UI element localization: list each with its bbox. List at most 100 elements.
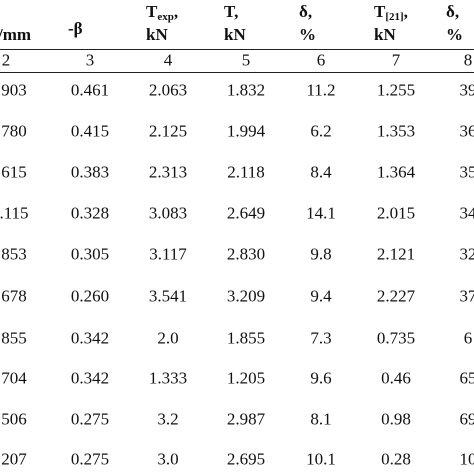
table-cell: 0.383: [70, 162, 110, 182]
table-cell: 1.364: [376, 162, 416, 182]
column-number: 7: [391, 50, 401, 70]
table-cell: 34: [459, 203, 474, 223]
header-top: -β: [68, 20, 83, 38]
table-cell: 32: [459, 244, 474, 264]
table-cell: 3.083: [148, 203, 188, 223]
header-unit: kN: [374, 25, 396, 44]
column-number: 5: [241, 50, 251, 70]
table-cell: 1.353: [376, 121, 416, 141]
table-cell: 10.1: [306, 449, 336, 469]
header-symbol: δ,: [446, 2, 460, 21]
table-cell: 3.209: [226, 286, 266, 306]
table-cell: 14.1: [306, 203, 336, 223]
table-cell: 6.2: [310, 121, 332, 141]
table-cell: 903: [1, 80, 27, 100]
header-unit: kN: [146, 25, 168, 44]
table-cell: 11.2: [306, 80, 336, 100]
table-cell: 0.342: [70, 328, 110, 348]
table-cell: 2.015: [376, 203, 416, 223]
table-cell: 2.121: [376, 244, 416, 264]
table-cell: 7.3: [310, 328, 332, 348]
column-number: 4: [163, 50, 173, 70]
table-cell: 0.275: [70, 409, 110, 429]
table-cell: 2.0: [157, 328, 179, 348]
table-cell: 69: [459, 409, 474, 429]
table-cell: 855: [1, 328, 27, 348]
table-cell: 8.4: [310, 162, 332, 182]
table-cell: 0.275: [70, 449, 110, 469]
table-cell: 0.28: [381, 449, 411, 469]
table-cell: 2.649: [226, 203, 266, 223]
table-cell: 780: [1, 121, 27, 141]
header-subscript: [21]: [385, 11, 404, 23]
header-unit: %: [446, 25, 463, 44]
table-cell: 9.6: [310, 368, 332, 388]
header-symbol: T,: [224, 2, 239, 21]
header-unit: kN: [224, 25, 246, 44]
table-cell: 853: [1, 244, 27, 264]
header-symbol: T: [146, 2, 158, 21]
table-cell: 6: [463, 328, 473, 348]
header-subscript: exp: [157, 11, 174, 23]
header-comma: ,: [403, 2, 408, 21]
table-cell: 3.0: [157, 449, 179, 469]
table-cell: 2.987: [226, 409, 266, 429]
table-cell: 65: [459, 368, 474, 388]
column-number: 6: [316, 50, 326, 70]
table-cell: 1.994: [226, 121, 266, 141]
table-cell: 1.855: [226, 328, 266, 348]
table-cell: 2.227: [376, 286, 416, 306]
header-top: T[21],: [374, 3, 408, 24]
header-unit: /mm: [0, 25, 32, 44]
header-top: δ,: [299, 3, 312, 21]
table-cell: 506: [1, 409, 27, 429]
table-cell: 3.117: [149, 244, 187, 264]
column-number: 3: [85, 50, 95, 70]
table-cell: 0.260: [70, 286, 110, 306]
table-cell: 9.4: [310, 286, 332, 306]
header-symbol: T: [374, 2, 386, 21]
table-cell: 39: [459, 80, 474, 100]
table-cell: 615: [1, 162, 27, 182]
table-cell: 10: [459, 449, 474, 469]
column-number: 2: [1, 50, 11, 70]
table-cell: 207: [1, 449, 27, 469]
header-symbol: δ,: [299, 2, 313, 21]
table-cell: 1.333: [148, 368, 188, 388]
table-cell: 2.118: [227, 162, 265, 182]
table-cell: .115: [0, 203, 29, 223]
table-cell: 0.328: [70, 203, 110, 223]
header-top: δ,: [446, 3, 459, 21]
table-cell: 8.1: [310, 409, 332, 429]
header-comma: ,: [173, 2, 179, 21]
table-cell: 2.125: [148, 121, 188, 141]
number-rule: [0, 72, 474, 73]
table-cell: 9.8: [310, 244, 332, 264]
table-cell: 3.2: [157, 409, 179, 429]
table-cell: 0.461: [70, 80, 110, 100]
table-cell: 0.342: [70, 368, 110, 388]
header-unit: %: [299, 25, 316, 44]
table-cell: 0.415: [70, 121, 110, 141]
table-cell: 3.541: [148, 286, 188, 306]
table-cell: 35: [459, 162, 474, 182]
table-cell: 1.832: [226, 80, 266, 100]
table-cell: 36: [459, 121, 474, 141]
table-cell: 1.205: [226, 368, 266, 388]
table-cell: 704: [1, 368, 27, 388]
header-rule: [0, 49, 474, 50]
column-number: 8: [463, 50, 473, 70]
header-top: T,: [224, 3, 238, 21]
table-cell: 0.46: [381, 368, 411, 388]
table-cell: 37: [459, 286, 474, 306]
table-cell: 2.695: [226, 449, 266, 469]
table-cell: 0.305: [70, 244, 110, 264]
table-cell: 2.830: [226, 244, 266, 264]
table-cell: 0.98: [381, 409, 411, 429]
header-top: Texp,: [146, 3, 178, 24]
table-cell: 1.255: [376, 80, 416, 100]
table-cell: 678: [1, 286, 27, 306]
table-cell: 2.313: [148, 162, 188, 182]
header-symbol: -β: [68, 19, 83, 38]
